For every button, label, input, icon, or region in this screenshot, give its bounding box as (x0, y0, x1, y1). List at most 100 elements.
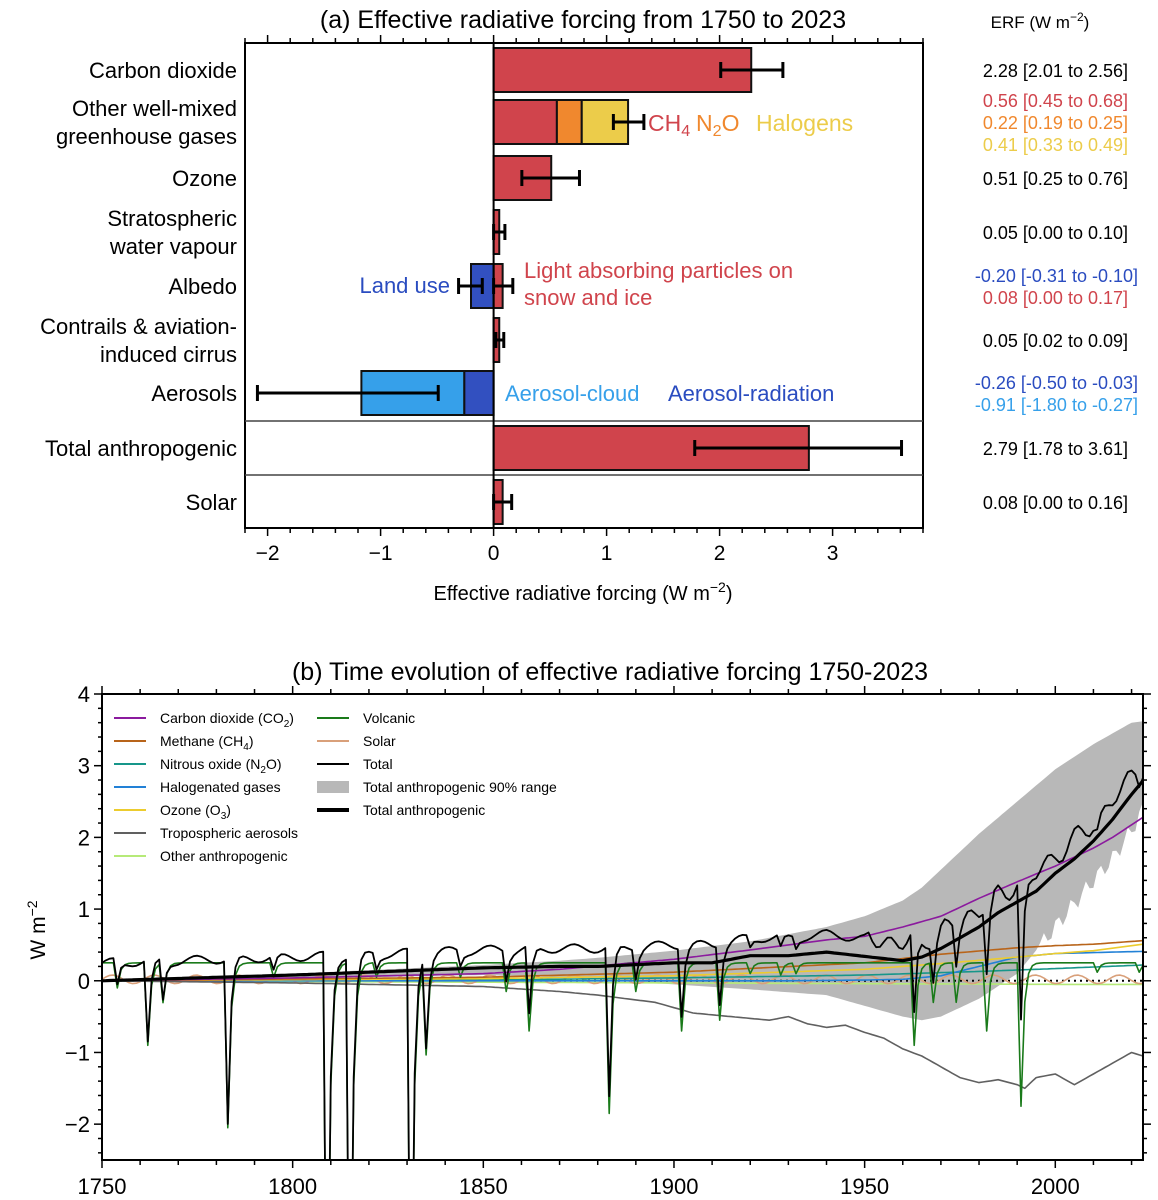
panel-b-ylabel-sup: −2 (24, 900, 40, 916)
bar-group-6 (255, 370, 495, 416)
legend-label-subscript: 3 (221, 811, 227, 822)
legend-label-text: Total (363, 756, 393, 772)
erf-value-text: 0.08 [0.00 to 0.17] (983, 288, 1128, 308)
erf-value-text: 0.41 [0.33 to 0.49] (983, 135, 1128, 155)
bar-segment (492, 99, 558, 145)
panel-a-title: (a) Effective radiative forcing from 175… (320, 6, 846, 34)
annotation-text: Aerosol-radiation (668, 381, 834, 406)
legend-item: Total anthropogenic (317, 802, 485, 818)
annotation-land-use: Land use (359, 273, 450, 298)
panel-a-xlabel-close: ) (726, 583, 733, 605)
legend-item: Volcanic (317, 710, 415, 726)
legend-label: Total anthropogenic 90% range (363, 779, 557, 795)
legend-label-text: ) (289, 710, 294, 726)
x-tick-label: 1750 (78, 1174, 127, 1199)
legend-label-subscript: 2 (284, 719, 290, 730)
legend-label: Halogenated gases (160, 779, 281, 795)
x-tick-label: 1850 (459, 1174, 508, 1199)
category-label: Contrails & aviation- (40, 314, 237, 339)
bar-group-0 (492, 47, 785, 93)
erf-value-text: 0.56 [0.45 to 0.68] (983, 91, 1128, 111)
annotation-ghg-n2o: N2O (696, 110, 739, 140)
panel-a-axes: −2 −1 0 1 2 3 (244, 35, 924, 565)
y-tick-label: 2 (78, 825, 90, 850)
legend-label: Other anthropogenic (160, 848, 288, 864)
legend-item: Other anthropogenic (114, 848, 288, 864)
legend-label-text: Total anthropogenic (363, 802, 485, 818)
panel-b-legend: Carbon dioxide (CO2)Methane (CH4)Nitrous… (114, 710, 557, 864)
category-label: greenhouse gases (56, 124, 237, 149)
series-line-halogenated-gases (102, 950, 1143, 982)
panel-b-plot-area (102, 721, 1143, 1160)
legend-label-text: O) (266, 756, 282, 772)
annotation-text: CH (648, 110, 681, 136)
panel-b-y-axis-label: W m−2 (24, 900, 50, 959)
annotation-ghg-ch4: CH4 (648, 110, 690, 140)
legend-label-text: Volcanic (363, 710, 415, 726)
annotation-aer-cloud: Aerosol-cloud (505, 381, 640, 406)
series-line-tropospheric-aerosols (102, 980, 1143, 1090)
erf-value-text: 0.22 [0.19 to 0.25] (983, 113, 1128, 133)
legend-item: Halogenated gases (114, 779, 281, 795)
legend-label-text: Solar (363, 733, 396, 749)
x-tick-label: 2 (714, 542, 726, 565)
bar-group-4 (457, 263, 515, 309)
legend-label-text: Ozone (O (160, 802, 221, 818)
panel-a-xlabel-main: Effective radiative forcing (W m (433, 583, 709, 605)
x-tick-label: 0 (488, 542, 500, 565)
panel-a-category-labels: Carbon dioxide Other well-mixed greenhouse… (40, 58, 237, 515)
annotation-text: N (696, 110, 713, 136)
annotation-aer-rad: Aerosol-radiation (668, 381, 834, 406)
category-label: water vapour (109, 234, 237, 259)
y-tick-label: 1 (78, 897, 90, 922)
panel-b-time-series-chart: (b) Time evolution of effective radiativ… (24, 658, 1151, 1199)
annotation-subscript: 4 (681, 122, 690, 140)
legend-item: Carbon dioxide (CO2) (114, 710, 294, 730)
legend-label-text: ) (226, 802, 231, 818)
x-tick-label: −2 (256, 542, 280, 565)
category-label: Stratospheric (107, 206, 237, 231)
legend-label-subscript: 2 (260, 765, 266, 776)
legend-item: Methane (CH4) (114, 733, 254, 753)
legend-label-text: Other anthropogenic (160, 848, 288, 864)
erf-value-text: -0.20 [-0.31 to -0.10] (975, 266, 1138, 286)
category-label: Ozone (172, 166, 237, 191)
bar-group-5 (492, 317, 506, 363)
erf-value-text: -0.26 [-0.50 to -0.03] (975, 373, 1138, 393)
y-tick-label: 4 (78, 682, 90, 707)
legend-label-text: Halogenated gases (160, 779, 281, 795)
category-label: induced cirrus (100, 342, 237, 367)
legend-label: Volcanic (363, 710, 415, 726)
annotation-text: Halogens (756, 110, 853, 136)
annotation-text: Light absorbing particles on (524, 258, 793, 283)
series-line-total-anthropogenic (102, 779, 1143, 983)
x-tick-label: −1 (369, 542, 393, 565)
erf-value-text: 0.51 [0.25 to 0.76] (983, 169, 1128, 189)
bar-segment (463, 370, 495, 416)
legend-item: Nitrous oxide (N2O) (114, 756, 282, 776)
x-tick-label: 2000 (1031, 1174, 1080, 1199)
bar-group-7 (492, 425, 904, 471)
erf-value-text: 2.79 [1.78 to 3.61] (983, 439, 1128, 459)
erf-column-header-main: ERF (W m (991, 13, 1070, 32)
panel-a-value-texts: 2.28 [2.01 to 2.56]0.56 [0.45 to 0.68]0.… (975, 61, 1138, 513)
panel-a-x-axis-label: Effective radiative forcing (W m−2) (433, 579, 732, 605)
legend-label: Carbon dioxide (CO2) (160, 710, 294, 730)
x-tick-label: 1 (601, 542, 613, 565)
legend-label-text: Carbon dioxide (CO (160, 710, 284, 726)
x-tick-label: 3 (827, 542, 839, 565)
bar-group-2 (492, 155, 581, 201)
legend-label: Methane (CH4) (160, 733, 254, 753)
legend-label-text: ) (249, 733, 254, 749)
panel-b-ylabel-main: W m (27, 916, 50, 959)
legend-label-subscript: 4 (243, 742, 249, 753)
y-tick-label: −1 (65, 1040, 90, 1065)
y-tick-label: 3 (78, 754, 90, 779)
x-tick-label: 1950 (840, 1174, 889, 1199)
erf-value-text: -0.91 [-1.80 to -0.27] (975, 395, 1138, 415)
bar-group-3 (492, 209, 507, 255)
legend-label-text: Nitrous oxide (N (160, 756, 260, 772)
erf-value-text: 2.28 [2.01 to 2.56] (983, 61, 1128, 81)
category-label: Other well-mixed (72, 96, 237, 121)
series-line-methane-ch4 (102, 939, 1143, 982)
